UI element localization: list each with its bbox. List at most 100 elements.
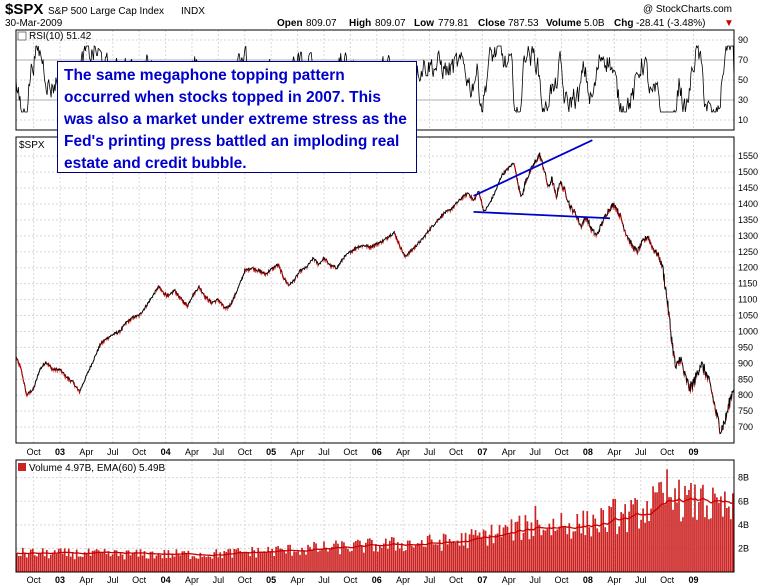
volume-x-tick-label: Apr (291, 575, 305, 585)
low-label: Low (414, 18, 434, 29)
volume-bar (177, 553, 180, 572)
volume-bar (341, 541, 343, 572)
volume-bar (155, 555, 158, 572)
volume-bar (392, 537, 395, 572)
index-name: S&P 500 Large Cap Index (48, 6, 164, 17)
volume-bar (410, 545, 413, 572)
volume-bar (650, 508, 652, 572)
price-y-tick-label: 900 (738, 358, 753, 368)
volume-panel-frame (15, 459, 735, 573)
price-y-tick-label: 950 (738, 342, 753, 352)
volume-bar (678, 479, 680, 572)
volume-bar (558, 526, 561, 572)
volume-bar (209, 556, 212, 572)
volume-bar (197, 558, 200, 572)
volume-bar (484, 530, 487, 572)
volume-bar (434, 544, 437, 572)
volume-bar (267, 546, 269, 572)
volume-bar (590, 536, 593, 572)
volume-bar (388, 540, 391, 572)
price-grid (16, 137, 734, 443)
high-label: High (349, 18, 371, 29)
volume-bar (171, 553, 174, 572)
volume-bar (187, 550, 190, 572)
volume-panel: 2B 4B 6B 8B Volume 4.97B, EMA(60) 5.49B Oct… (15, 459, 749, 585)
volume-bar (325, 547, 327, 572)
volume-bar (245, 551, 248, 572)
volume-bar (660, 481, 662, 572)
volume-bar (355, 541, 357, 572)
volume-bar (203, 555, 206, 572)
price-panel: 700 750 800 850 900 950 1000 1050 1100 1150 1200 12… (15, 136, 758, 457)
volume-bar (75, 549, 78, 572)
volume-bar (628, 511, 630, 572)
chg-down-icon: ▼ (724, 18, 734, 29)
volume-bar (476, 535, 479, 572)
volume-bar (464, 532, 467, 572)
volume-bar (698, 501, 700, 572)
volume-bar (402, 551, 405, 572)
rsi-panel-label: RSI(10) 51.42 (29, 31, 92, 42)
volume-bar (51, 552, 54, 572)
volume-bar (664, 504, 666, 572)
volume-bar (542, 529, 545, 572)
volume-bar (161, 558, 164, 572)
volume-bar (510, 519, 513, 572)
volume-bar (720, 496, 722, 572)
price-y-tick-label: 1550 (738, 151, 758, 161)
volume-bar (576, 514, 579, 572)
volume-bar (612, 498, 615, 572)
volume-bar (450, 542, 453, 572)
volume-bar (123, 559, 126, 572)
volume-bar (351, 550, 353, 572)
price-x-tick-label: 08 (583, 447, 593, 457)
volume-bar (586, 511, 589, 572)
volume-bar (211, 558, 214, 572)
volume-bar (600, 508, 603, 572)
volume-bar (71, 552, 74, 572)
volume-bar (622, 513, 624, 572)
price-x-tick-label: Apr (79, 447, 93, 457)
volume-bar (604, 527, 607, 572)
megaphone-trendline (473, 139, 593, 197)
volume-bar (490, 524, 493, 572)
volume-bar (175, 549, 178, 572)
volume-bar (299, 554, 301, 572)
volume-bar (694, 484, 696, 572)
megaphone-annotation: The same megaphone topping pattern occur… (57, 61, 417, 173)
price-x-axis: Oct 03 Apr Jul Oct 04 Apr Jul Oct 05 Apr Jul Oct 06 Ap… (27, 447, 699, 457)
volume-bar (109, 556, 112, 572)
volume-bar (594, 518, 597, 572)
volume-x-tick-label: Oct (27, 575, 42, 585)
volume-bar (239, 551, 242, 572)
volume-bar (257, 547, 260, 572)
volume-bar (113, 550, 116, 572)
volume-bar (652, 486, 654, 572)
volume-bar (279, 548, 281, 572)
volume-bar (406, 540, 409, 572)
volume-bar (219, 552, 222, 572)
volume-bar (321, 549, 323, 572)
price-x-tick-label: 03 (55, 447, 65, 457)
volume-bar (73, 559, 76, 572)
volume-bar (167, 550, 170, 572)
volume-bar (231, 557, 234, 572)
volume-bar (319, 550, 321, 572)
volume-bar (289, 544, 291, 572)
volume-bar (277, 546, 279, 572)
volume-bar (634, 498, 636, 572)
price-x-tick-label: 05 (266, 447, 276, 457)
volume-bar (357, 539, 359, 572)
volume-bar (674, 488, 676, 572)
volume-bar (91, 550, 94, 572)
volume-bar (81, 556, 84, 572)
volume-x-tick-label: 04 (161, 575, 171, 585)
volume-x-tick-label: Jul (529, 575, 541, 585)
rsi-y-tick-label: 50 (738, 75, 748, 85)
volume-bar (57, 548, 60, 572)
volume-bar (369, 538, 371, 572)
price-x-tick-label: Jul (529, 447, 541, 457)
volume-bar (139, 549, 142, 572)
volume-bar (365, 542, 367, 572)
volume-bar (125, 550, 128, 572)
